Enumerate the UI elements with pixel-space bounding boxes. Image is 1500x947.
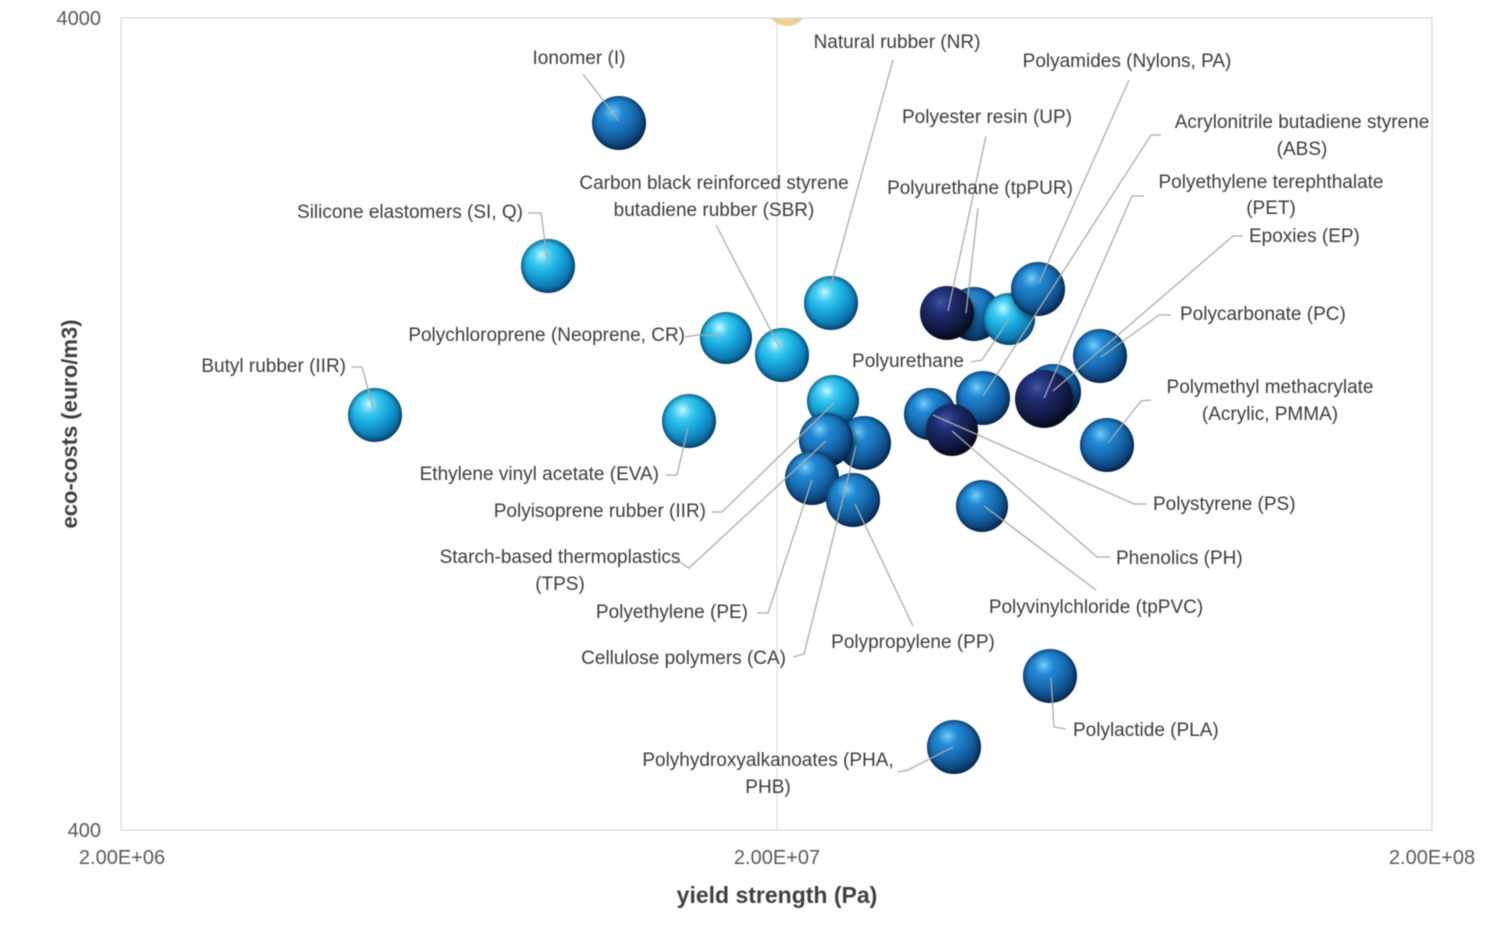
svg-text:Polyhydroxyalkanoates (PHA,: Polyhydroxyalkanoates (PHA, [642, 750, 893, 771]
svg-text:butadiene rubber (SBR): butadiene rubber (SBR) [614, 200, 815, 221]
svg-text:Polycarbonate (PC): Polycarbonate (PC) [1180, 304, 1346, 325]
svg-text:yield strength (Pa): yield strength (Pa) [677, 882, 878, 908]
svg-text:Polyvinylchloride (tpPVC): Polyvinylchloride (tpPVC) [989, 597, 1203, 618]
svg-text:Cellulose polymers (CA): Cellulose polymers (CA) [581, 648, 786, 669]
svg-text:Polyamides (Nylons, PA): Polyamides (Nylons, PA) [1023, 51, 1232, 72]
svg-text:Epoxies (EP): Epoxies (EP) [1249, 226, 1360, 247]
svg-text:2.00E+06: 2.00E+06 [79, 847, 165, 869]
svg-text:Polyisoprene rubber (IIR): Polyisoprene rubber (IIR) [494, 501, 706, 522]
svg-text:Polychloroprene (Neoprene, CR): Polychloroprene (Neoprene, CR) [408, 325, 685, 346]
svg-text:(ABS): (ABS) [1277, 139, 1328, 160]
svg-text:(Acrylic, PMMA): (Acrylic, PMMA) [1202, 404, 1338, 425]
svg-text:Ionomer (I): Ionomer (I) [533, 48, 626, 69]
svg-text:eco-costs (euro/m3): eco-costs (euro/m3) [57, 319, 82, 528]
svg-text:Polyethylene (PE): Polyethylene (PE) [596, 602, 748, 623]
svg-text:Polymethyl methacrylate: Polymethyl methacrylate [1167, 377, 1374, 398]
svg-text:Polyurethane: Polyurethane [852, 351, 964, 372]
svg-text:4000: 4000 [57, 8, 102, 30]
svg-text:Phenolics (PH): Phenolics (PH) [1116, 548, 1243, 569]
svg-text:Polypropylene (PP): Polypropylene (PP) [831, 632, 995, 653]
svg-text:Polystyrene (PS): Polystyrene (PS) [1153, 494, 1296, 515]
svg-text:Ethylene vinyl acetate (EVA): Ethylene vinyl acetate (EVA) [420, 464, 659, 485]
svg-text:2.00E+07: 2.00E+07 [734, 847, 820, 869]
svg-text:Polyethylene terephthalate: Polyethylene terephthalate [1159, 172, 1384, 193]
svg-text:Carbon black reinforced styren: Carbon black reinforced styrene [579, 173, 848, 194]
svg-text:Polyurethane (tpPUR): Polyurethane (tpPUR) [887, 178, 1073, 199]
svg-text:Silicone elastomers (SI, Q): Silicone elastomers (SI, Q) [297, 202, 523, 223]
svg-text:(TPS): (TPS) [535, 574, 585, 595]
svg-text:2.00E+08: 2.00E+08 [1389, 847, 1475, 869]
svg-text:Natural rubber (NR): Natural rubber (NR) [814, 32, 981, 53]
svg-text:Acrylonitrile butadiene styren: Acrylonitrile butadiene styrene [1175, 112, 1430, 133]
svg-text:Butyl rubber (IIR): Butyl rubber (IIR) [201, 356, 346, 377]
svg-text:Polyester resin (UP): Polyester resin (UP) [902, 107, 1072, 128]
svg-text:400: 400 [68, 820, 101, 842]
svg-text:Polylactide (PLA): Polylactide (PLA) [1073, 720, 1219, 741]
svg-text:(PET): (PET) [1246, 198, 1296, 219]
svg-text:PHB): PHB) [745, 777, 790, 798]
svg-text:Starch-based thermoplastics: Starch-based thermoplastics [440, 547, 681, 568]
